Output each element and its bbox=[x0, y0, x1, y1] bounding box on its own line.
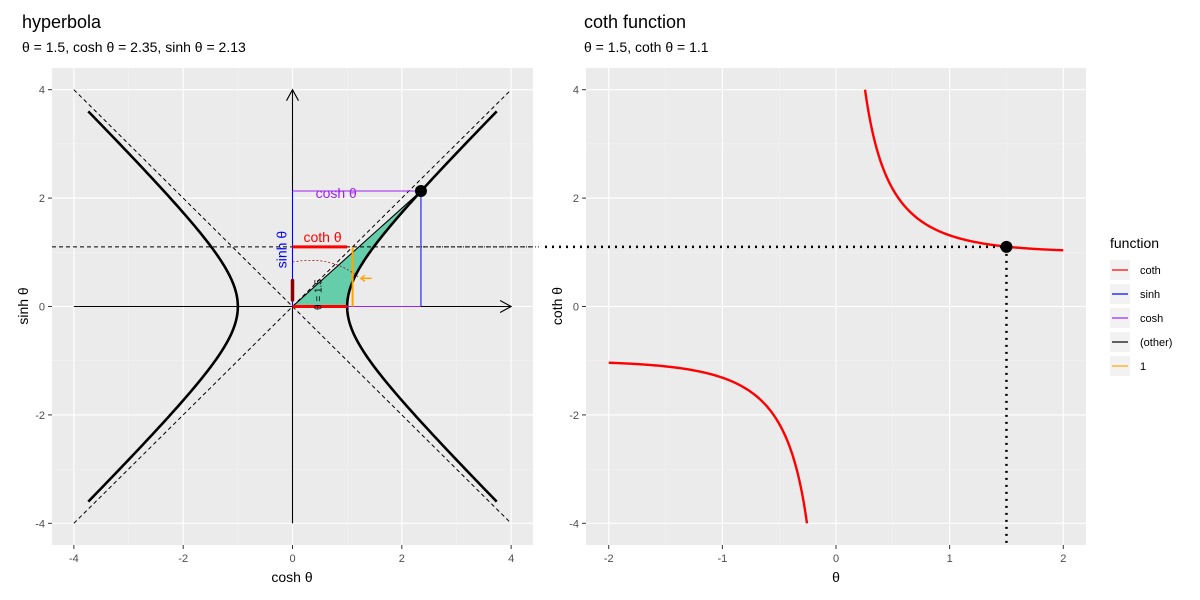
radius-line bbox=[292, 190, 422, 307]
right-y-axis-title: coth θ bbox=[549, 287, 565, 325]
right-y-tick-label: -2 bbox=[569, 410, 579, 422]
left-title: hyperbola bbox=[22, 12, 102, 32]
legend-item-label: (other) bbox=[1140, 337, 1172, 349]
right-x-tick-label: -2 bbox=[604, 553, 614, 565]
left-x-axis-title: cosh θ bbox=[271, 569, 312, 585]
legend-items: coth sinh cosh (other) 1 bbox=[1110, 260, 1172, 376]
left-y-tick-label: 4 bbox=[39, 85, 45, 97]
theta-label: θ = 1.5 bbox=[314, 279, 325, 310]
left-x-tick-label: 4 bbox=[508, 553, 514, 565]
legend: function coth sinh cosh (other) 1 bbox=[1110, 235, 1172, 376]
right-subtitle: θ = 1.5, coth θ = 1.1 bbox=[584, 39, 709, 55]
left-y-axis-ticks: -4 -2 0 2 4 bbox=[35, 85, 52, 530]
right-x-tick-label: 1 bbox=[947, 553, 953, 565]
left-y-axis-title: sinh θ bbox=[15, 287, 31, 325]
right-y-tick-label: 4 bbox=[573, 85, 579, 97]
left-y-tick-label: -2 bbox=[35, 410, 45, 422]
legend-item-label: coth bbox=[1140, 265, 1161, 277]
left-x-tick-label: -4 bbox=[69, 553, 79, 565]
right-title: coth function bbox=[584, 12, 686, 32]
coth-curve-positive bbox=[863, 89, 1064, 252]
right-x-tick-label: 2 bbox=[1060, 553, 1066, 565]
right-y-tick-label: 2 bbox=[573, 193, 579, 205]
point-marker bbox=[414, 185, 427, 198]
right-gridlines bbox=[586, 68, 1086, 545]
x-axis-arrowhead bbox=[499, 300, 513, 313]
legend-item-label: cosh bbox=[1140, 313, 1163, 325]
cosh-label: cosh θ bbox=[316, 185, 357, 201]
hyperbola-panel: hyperbola θ = 1.5, cosh θ = 2.35, sinh θ… bbox=[15, 12, 533, 585]
sinh-label: sinh θ bbox=[274, 231, 290, 269]
right-x-axis-ticks: -2 -1 0 1 2 bbox=[604, 545, 1066, 565]
coth-point-marker bbox=[1000, 240, 1013, 253]
right-plot-content bbox=[608, 89, 1064, 545]
right-y-axis-ticks: -4 -2 0 2 4 bbox=[569, 85, 586, 530]
left-x-tick-label: 2 bbox=[399, 553, 405, 565]
y-axis-arrowhead bbox=[286, 88, 299, 101]
left-x-tick-label: 0 bbox=[289, 553, 295, 565]
left-y-tick-label: -4 bbox=[35, 518, 45, 530]
asymptote-negative bbox=[73, 89, 512, 524]
left-x-tick-label: -2 bbox=[178, 553, 188, 565]
unit-arrowhead bbox=[359, 274, 366, 282]
right-x-tick-label: 0 bbox=[833, 553, 839, 565]
legend-item-label: sinh bbox=[1140, 289, 1160, 301]
left-y-tick-label: 0 bbox=[39, 302, 45, 314]
asymptote-positive bbox=[73, 89, 512, 524]
left-subtitle: θ = 1.5, cosh θ = 2.35, sinh θ = 2.13 bbox=[22, 39, 246, 55]
coth-panel: coth function θ = 1.5, coth θ = 1.1 -2 -1… bbox=[549, 12, 1086, 585]
left-y-tick-label: 2 bbox=[39, 193, 45, 205]
left-plot-content: cosh θ sinh θ coth θ θ = 1.5 bbox=[52, 88, 533, 524]
right-y-tick-label: -4 bbox=[569, 518, 579, 530]
right-x-tick-label: -1 bbox=[717, 553, 727, 565]
coth-label: coth θ bbox=[303, 229, 341, 245]
left-x-axis-ticks: -4 -2 0 2 4 bbox=[69, 545, 514, 565]
right-y-tick-label: 0 bbox=[573, 302, 579, 314]
right-x-axis-title: θ bbox=[832, 569, 840, 585]
legend-item-label: 1 bbox=[1140, 361, 1146, 373]
legend-title: function bbox=[1110, 235, 1159, 251]
coth-curve-negative bbox=[608, 361, 809, 524]
